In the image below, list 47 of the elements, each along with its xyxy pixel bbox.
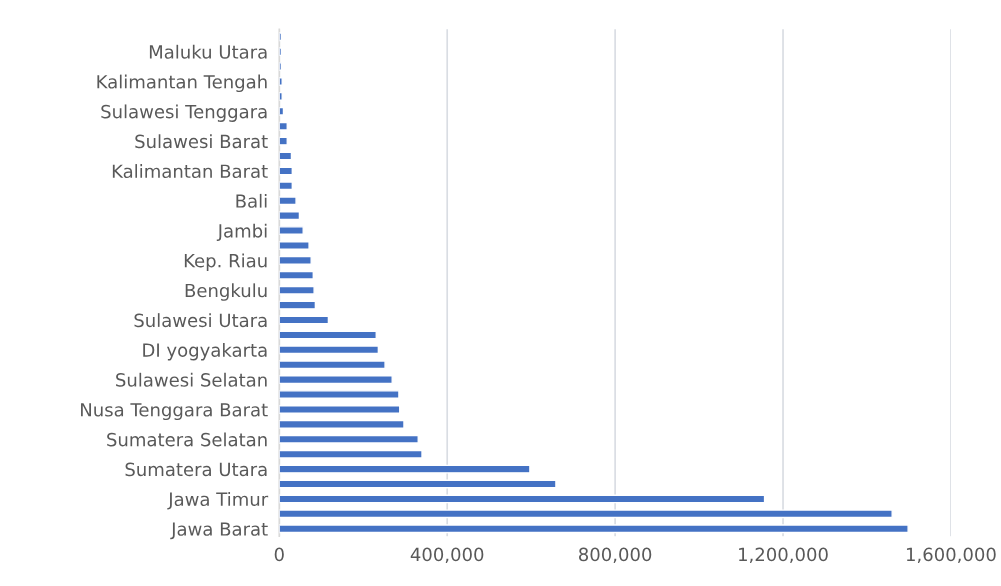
y-tick-label: Sulawesi Selatan bbox=[116, 372, 267, 387]
bar bbox=[279, 181, 293, 191]
y-tick-label: Bengkulu bbox=[185, 283, 267, 301]
y-tick-label: Kalimantan Tengah bbox=[97, 74, 267, 93]
y-tick-label: Sulawesi Tenggara bbox=[101, 104, 267, 122]
x-tick-label: 1,200,000 bbox=[739, 547, 828, 564]
bar bbox=[279, 285, 315, 295]
y-tick-label: Bali bbox=[236, 193, 267, 208]
bar bbox=[279, 449, 423, 459]
bar bbox=[279, 419, 405, 429]
y-tick-label: Jawa Timur bbox=[167, 492, 269, 510]
bar bbox=[279, 360, 386, 370]
bar bbox=[279, 330, 377, 340]
bar bbox=[279, 375, 393, 385]
bar bbox=[279, 136, 288, 146]
bar bbox=[279, 300, 317, 310]
bar bbox=[279, 494, 766, 504]
bar bbox=[279, 464, 531, 474]
y-tick-label: Nusa Tenggara Barat bbox=[81, 403, 268, 421]
bar bbox=[279, 509, 893, 519]
y-tick-label: Sulawesi Barat bbox=[135, 134, 268, 149]
y-tick-label: Maluku Utara bbox=[149, 44, 267, 59]
x-tick-label: 800,000 bbox=[579, 547, 652, 564]
bar bbox=[279, 270, 314, 280]
x-tick-label: 1,600,000 bbox=[906, 547, 996, 564]
x-tick-label: 0 bbox=[274, 547, 284, 562]
bar bbox=[279, 390, 400, 399]
bar bbox=[279, 196, 297, 206]
y-tick-label: Jambi bbox=[216, 223, 267, 242]
bar bbox=[279, 211, 301, 221]
bar bbox=[279, 345, 380, 355]
bar bbox=[279, 241, 310, 250]
bar bbox=[279, 121, 288, 131]
y-tick-label: Sulawesi Utara bbox=[134, 313, 267, 328]
y-tick-label: Kalimantan Barat bbox=[112, 164, 268, 179]
x-tick-label: 400,000 bbox=[410, 547, 484, 564]
bar bbox=[279, 226, 304, 235]
y-tick-label: Kep. Riau bbox=[184, 253, 267, 271]
y-tick-label: Sumatera Selatan bbox=[107, 432, 267, 447]
bar bbox=[279, 524, 909, 534]
y-tick-label: DI yogyakarta bbox=[143, 342, 267, 361]
bar bbox=[279, 405, 401, 414]
y-tick-label: Jawa Barat bbox=[170, 522, 268, 540]
bar bbox=[279, 479, 557, 489]
bar bbox=[279, 255, 312, 265]
bar bbox=[279, 434, 419, 444]
y-tick-label: Sumatera Utara bbox=[125, 462, 267, 477]
